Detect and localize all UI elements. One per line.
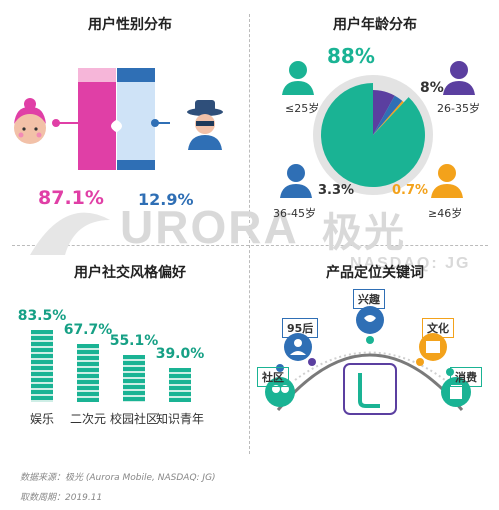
keyword-node-95: [284, 333, 316, 366]
age-36-45-label: 36-45岁: [273, 207, 316, 220]
female-icon: [14, 98, 46, 144]
social-bar-2: [123, 354, 145, 402]
male-pct: 12.9%: [138, 190, 194, 209]
social-bar-label-3: 知识青年: [155, 412, 204, 426]
keyword-node-community: [265, 364, 295, 407]
female-marker: [52, 119, 60, 127]
age-25-label: ≤25岁: [285, 102, 320, 115]
age-chart: [280, 61, 475, 198]
keywords-diagram: [265, 306, 471, 415]
keyword-node-interest: [356, 306, 384, 344]
pie-slice-2: [373, 95, 403, 135]
watermark-cn: 极光: [322, 211, 406, 255]
social-bar-value-0: 83.5%: [17, 308, 67, 325]
age-36-45-pct: 3.3%: [318, 183, 355, 198]
age-46-pct: 0.7%: [392, 183, 429, 198]
male-icon: [187, 100, 223, 150]
female-bar: [78, 82, 116, 170]
male-bar-top: [117, 68, 155, 82]
vertical-divider: [249, 14, 250, 454]
app-logo: [343, 363, 397, 415]
keyword-community: 社区: [257, 367, 289, 387]
social-bar-label-0: 娱乐: [29, 412, 54, 426]
keyword-node-culture: [416, 333, 447, 366]
horizontal-divider: [12, 245, 488, 246]
keyword-interest: 兴趣: [353, 289, 385, 309]
social-chart: 83.5% 娱乐 67.7% 二次元 55.1% 校园社区 39.0% 知识青年: [0, 0, 249, 440]
male-marker: [151, 119, 159, 127]
keyword-95: 95后: [282, 318, 319, 338]
social-bar-0: [31, 330, 53, 402]
social-bar-value-2: 55.1%: [109, 332, 159, 349]
age-25-pct: 88%: [327, 44, 375, 68]
female-pct: 87.1%: [38, 187, 104, 209]
social-bar-3: [169, 368, 191, 402]
social-bar-value-3: 39.0%: [155, 346, 205, 363]
age-46-icon: [431, 164, 463, 198]
keywords-title: 产品定位关键词: [326, 265, 424, 281]
age-26-35-pct: 8%: [420, 80, 444, 96]
gender-title: 用户性别分布: [88, 17, 172, 33]
age-title: 用户年龄分布: [333, 17, 417, 33]
pie-slice-1: [373, 90, 395, 135]
keyword-arc: [276, 353, 464, 411]
age-26-35-icon: [443, 61, 475, 95]
footer-period: 取数周期：2019.11: [20, 493, 103, 503]
male-bar-fill: [117, 160, 155, 170]
pie-slice-3: [373, 100, 404, 135]
social-bar-1: [77, 343, 99, 402]
age-36-45-icon: [280, 164, 312, 198]
male-bar: [117, 82, 155, 170]
social-bar-label-1: 二次元: [69, 412, 106, 426]
age-26-35-label: 26-35岁: [437, 102, 480, 115]
watermark-logo: [30, 212, 110, 255]
social-bar-label-2: 校园社区: [109, 412, 158, 426]
watermark-sub: NASDAQ: JG: [350, 255, 471, 272]
keyword-consume: 消费: [450, 367, 482, 387]
age-25-icon: [282, 61, 314, 95]
gender-chart: [14, 68, 223, 170]
social-bar-value-1: 67.7%: [63, 321, 113, 338]
social-title: 用户社交风格偏好: [74, 265, 186, 281]
age-46-label: ≥46岁: [428, 207, 463, 220]
female-bar-top: [78, 68, 116, 82]
watermark-brand: URORA: [120, 201, 299, 253]
footer-source: 数据来源：极光 (Aurora Mobile, NASDAQ: JG): [20, 473, 216, 483]
keyword-culture: 文化: [422, 318, 454, 338]
